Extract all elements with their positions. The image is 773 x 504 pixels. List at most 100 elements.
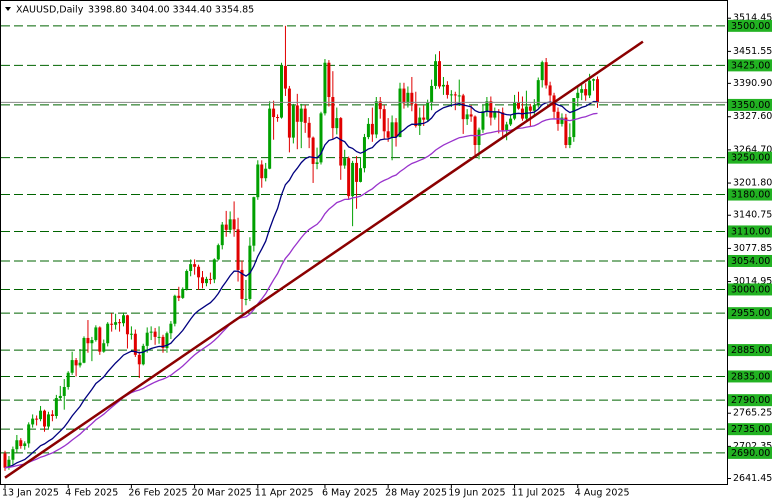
candle-body xyxy=(114,322,118,325)
candle-body xyxy=(216,245,220,260)
candle-body xyxy=(469,114,473,117)
level-box xyxy=(728,394,772,407)
candle-body xyxy=(197,266,201,278)
candle-body xyxy=(430,85,434,103)
level-box xyxy=(728,225,772,238)
candle-body xyxy=(461,95,465,120)
candle-body xyxy=(532,104,536,111)
level-box xyxy=(728,307,772,320)
candle-body xyxy=(366,123,370,138)
level-label: 2955.00 xyxy=(731,308,770,319)
candle-body xyxy=(560,117,564,124)
y-tick-label: 2641.45 xyxy=(733,473,772,484)
candle-body xyxy=(402,88,406,104)
y-tick-label: 3451.55 xyxy=(733,46,772,57)
candle-body xyxy=(177,295,181,298)
candle-body xyxy=(398,88,402,138)
candle-body xyxy=(295,105,299,122)
y-tick-label: 3514.45 xyxy=(733,13,772,24)
candle-body xyxy=(315,162,319,164)
level-label: 3110.00 xyxy=(731,226,770,237)
level-label: 3250.00 xyxy=(731,153,770,164)
candle-body xyxy=(264,168,268,179)
candle-body xyxy=(102,343,106,352)
candle-body xyxy=(43,410,46,427)
candle-body xyxy=(481,111,485,130)
candle-body xyxy=(193,264,197,267)
y-tick-label: 2765.25 xyxy=(733,408,772,419)
candle-body xyxy=(327,62,331,98)
level-label: 3350.00 xyxy=(731,100,770,111)
candle-body xyxy=(54,398,58,416)
candle-body xyxy=(236,229,240,270)
menu-arrow xyxy=(5,7,11,11)
level-label: 3000.00 xyxy=(731,284,770,295)
candle-body xyxy=(244,298,248,300)
candle-body xyxy=(374,101,378,135)
level-box xyxy=(728,423,772,436)
candle-body xyxy=(39,410,43,420)
level-label: 2735.00 xyxy=(731,424,770,435)
level-label: 3425.00 xyxy=(731,60,770,71)
candle-body xyxy=(536,80,540,105)
candle-body xyxy=(260,164,264,179)
candle-body xyxy=(165,333,169,348)
plot-frame xyxy=(0,0,728,485)
candle-body xyxy=(331,97,335,129)
candle-body xyxy=(125,315,129,335)
candle-body xyxy=(556,111,560,124)
candle-body xyxy=(347,158,351,197)
candle-body xyxy=(141,345,145,365)
candle-body xyxy=(307,122,311,138)
candle-body xyxy=(232,219,236,230)
candle-body xyxy=(268,108,272,169)
candle-body xyxy=(23,443,27,447)
plot-area xyxy=(1,25,727,471)
x-tick-label: 4 Aug 2025 xyxy=(575,488,630,499)
level-box xyxy=(728,344,772,357)
candle-body xyxy=(3,453,7,468)
candle-body xyxy=(382,109,386,132)
candle-body xyxy=(35,418,39,420)
level-label: 3054.00 xyxy=(731,256,770,267)
candle-body xyxy=(74,360,78,366)
candle-body xyxy=(204,278,208,284)
candle-body xyxy=(19,440,23,447)
candle-body xyxy=(351,162,355,197)
candle-body xyxy=(11,449,15,460)
candle-body xyxy=(517,102,520,109)
candle-body xyxy=(572,98,576,138)
candle-body xyxy=(106,323,110,344)
candle-body xyxy=(280,65,283,118)
candle-body xyxy=(50,414,54,416)
candle-body xyxy=(449,94,453,96)
candle-body xyxy=(493,111,497,118)
candle-body xyxy=(311,137,315,164)
candle-body xyxy=(70,360,74,373)
candle-body xyxy=(133,333,137,355)
candle-body xyxy=(319,113,323,163)
candle-body xyxy=(220,224,224,246)
candle-body xyxy=(568,137,572,145)
x-tick-label: 13 Jan 2025 xyxy=(2,488,59,499)
level-box xyxy=(728,254,772,267)
candle-body xyxy=(224,224,228,230)
candle-body xyxy=(212,259,216,280)
candle-body xyxy=(303,108,307,123)
x-tick-label: 20 Mar 2025 xyxy=(192,488,252,499)
moving-average xyxy=(4,112,598,469)
candle-body xyxy=(189,264,193,271)
candle-body xyxy=(90,340,94,344)
level-label: 3500.00 xyxy=(731,21,770,32)
candle-body xyxy=(46,414,50,427)
candle-body xyxy=(386,131,390,138)
candle-body xyxy=(390,122,394,138)
candle-body xyxy=(370,123,374,135)
candle-body xyxy=(122,315,125,324)
candle-body xyxy=(355,162,359,182)
candle-body xyxy=(169,323,173,334)
candle-body xyxy=(445,84,449,95)
candle-body xyxy=(362,137,366,169)
y-tick-label: 3201.80 xyxy=(733,178,772,189)
chart-title: XAUUSD,Daily xyxy=(16,5,84,16)
